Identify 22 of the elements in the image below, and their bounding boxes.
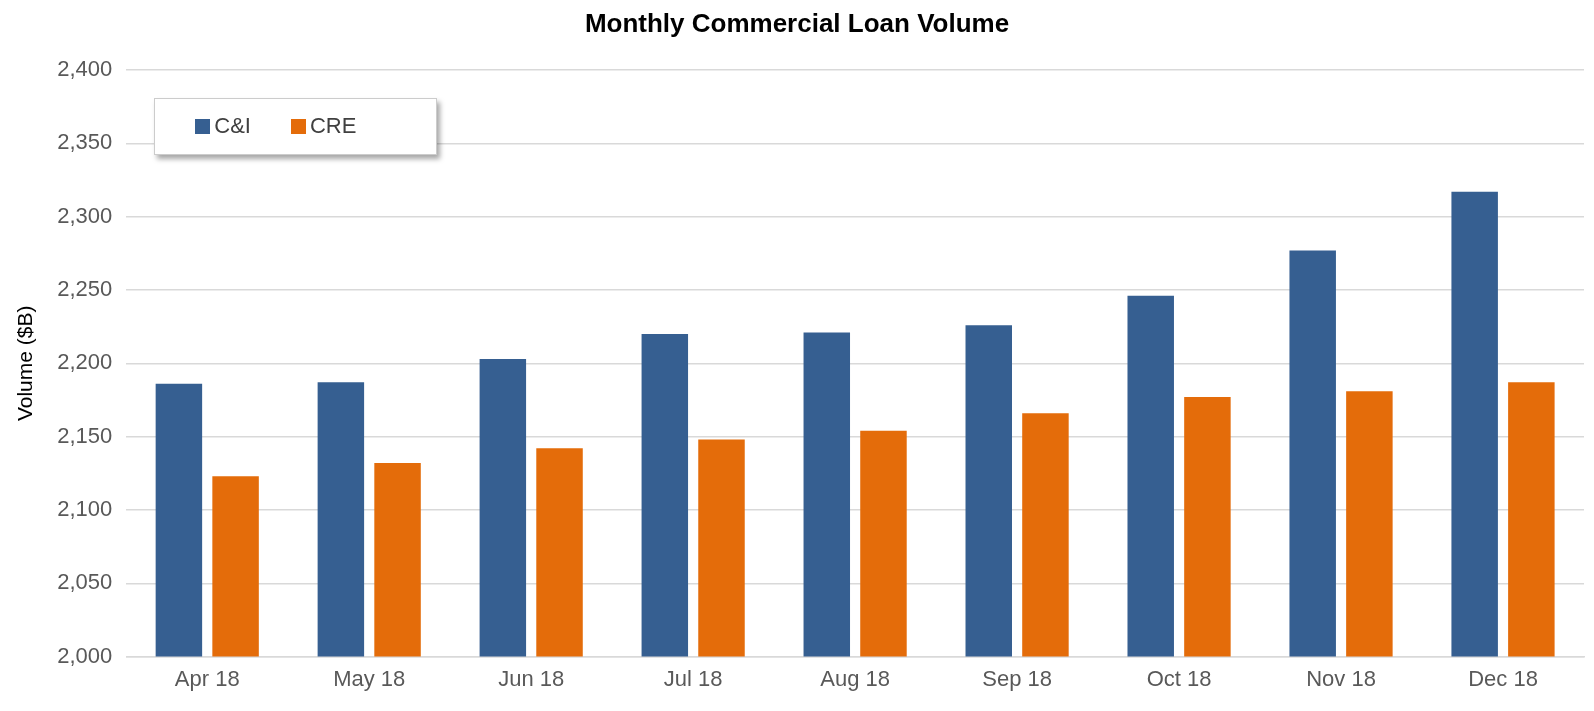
- y-tick-label: 2,300: [57, 202, 113, 228]
- x-tick-label: Nov 18: [1306, 665, 1376, 691]
- y-tick-label: 2,050: [57, 569, 113, 595]
- y-tick-label: 2,100: [57, 496, 113, 522]
- chart-title: Monthly Commercial Loan Volume: [583, 8, 1011, 39]
- y-axis-title: Volume ($B): [13, 305, 37, 422]
- x-tick-label: May 18: [333, 665, 406, 691]
- x-tick-label: Dec 18: [1468, 665, 1538, 691]
- x-tick-label: Jun 18: [498, 665, 565, 691]
- legend-label: C&I: [213, 113, 251, 139]
- x-tick-label: Jul 18: [663, 665, 723, 691]
- y-tick-label: 2,400: [57, 56, 113, 82]
- y-tick-label: 2,350: [57, 129, 113, 155]
- y-tick-label: 2,250: [57, 276, 113, 302]
- y-tick-label: 2,200: [57, 349, 113, 375]
- y-tick-label: 2,150: [57, 422, 113, 448]
- legend-label: CRE: [308, 113, 357, 139]
- x-tick-label: Sep 18: [982, 665, 1052, 691]
- x-tick-label: Apr 18: [174, 665, 240, 691]
- x-tick-label: Aug 18: [820, 665, 890, 691]
- y-tick-label: 2,000: [57, 642, 113, 668]
- x-tick-label: Oct 18: [1146, 665, 1212, 691]
